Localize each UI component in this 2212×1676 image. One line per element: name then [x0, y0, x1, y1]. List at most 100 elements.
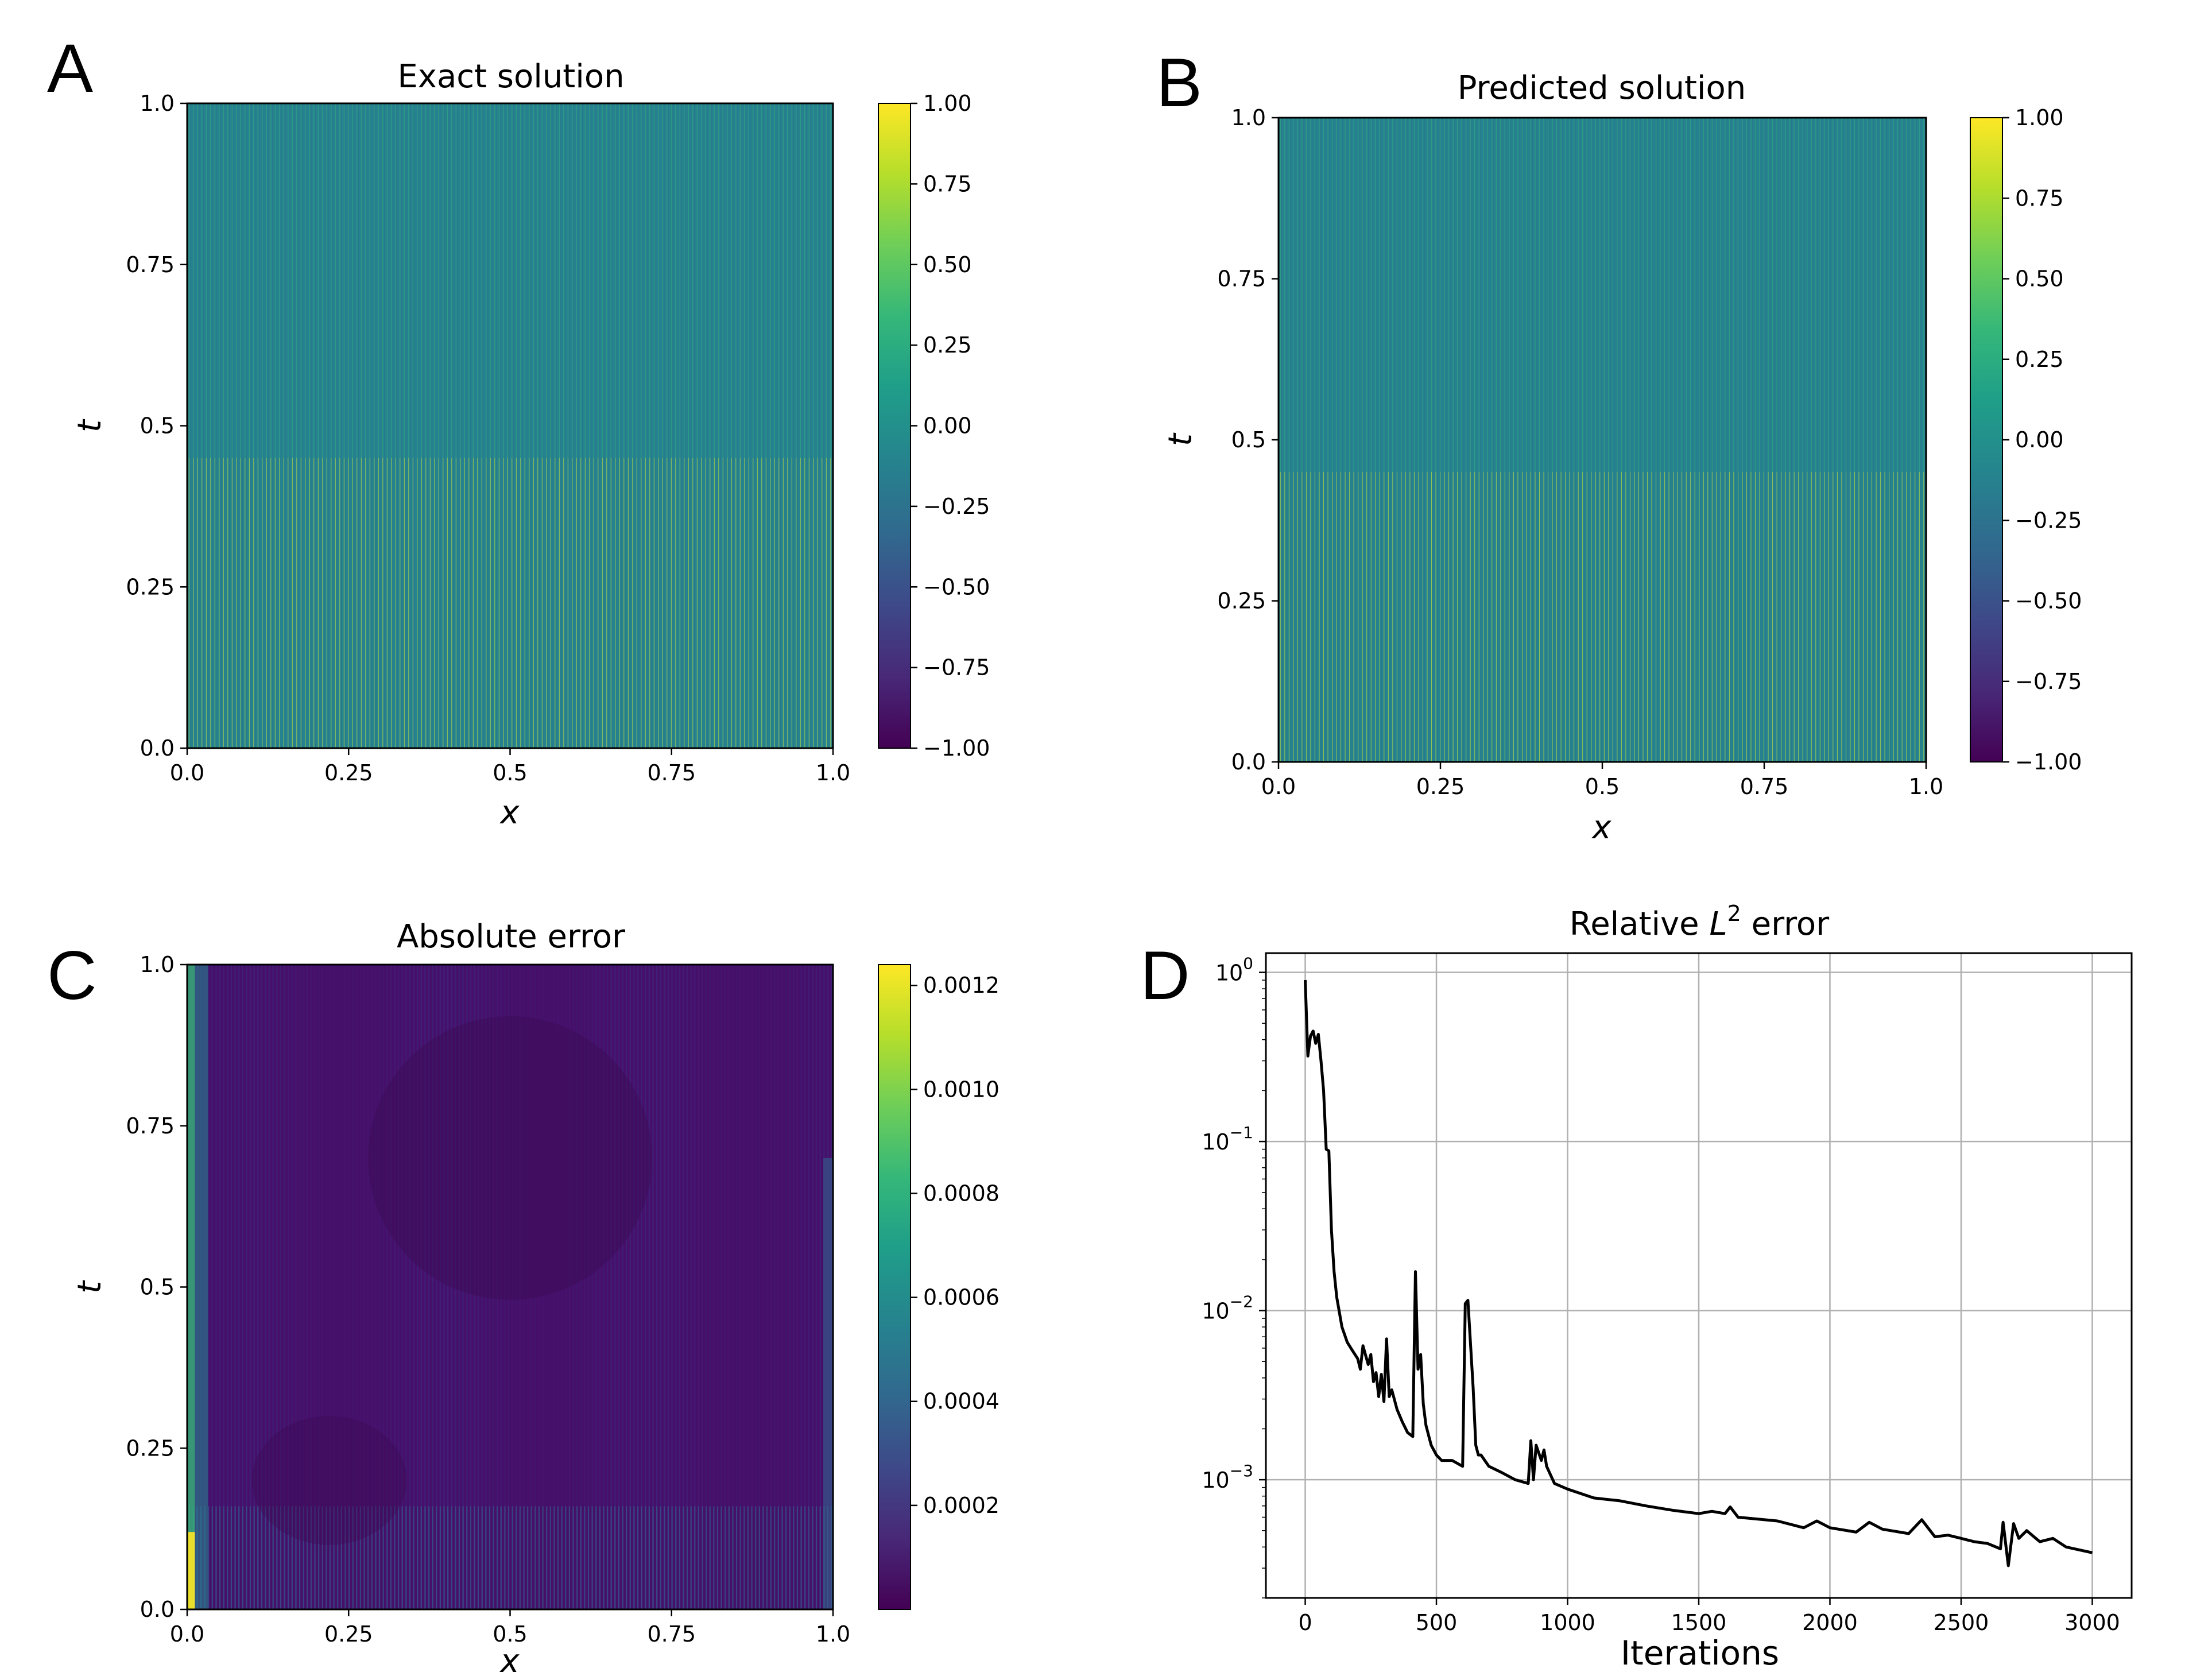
heatmap-stripe — [348, 965, 350, 1609]
panel-a-colorbar — [878, 103, 911, 749]
heatmap-stripe — [401, 103, 402, 748]
heatmap-stripe — [1834, 118, 1835, 762]
y-tick-label: 0.25 — [1217, 589, 1266, 614]
heatmap-stripe — [762, 965, 764, 1609]
heatmap-stripe — [679, 965, 680, 1609]
heatmap-stripe — [489, 965, 491, 1609]
heatmap-stripe — [397, 965, 400, 1609]
heatmap-stripe — [683, 965, 684, 1609]
heatmap-stripe — [408, 103, 409, 748]
heatmap-stripe — [382, 103, 383, 748]
heatmap-stripe — [781, 965, 783, 1609]
panel-a-axes: 0.0 0.25 0.5 0.75 1.0 0.0 0.25 0.5 0.75 1.0 — [126, 91, 850, 785]
heatmap-stripe-bright — [546, 458, 547, 748]
heatmap-stripe-bright — [541, 458, 543, 748]
heatmap-stripe-bright — [1496, 472, 1497, 762]
heatmap-stripe-bright — [766, 1506, 768, 1609]
heatmap-stripe — [606, 103, 607, 748]
heatmap-stripe — [337, 965, 339, 1609]
heatmap-stripe — [645, 103, 646, 748]
heatmap-stripe — [645, 965, 646, 1609]
heatmap-stripe-bright — [382, 1506, 384, 1609]
heatmap-stripe — [1601, 118, 1602, 762]
heatmap-stripe — [253, 103, 254, 748]
colorbar-tick-label: −0.75 — [2015, 669, 2082, 694]
heatmap-stripe-bright — [1863, 472, 1864, 762]
heatmap-stripe-bright — [762, 1506, 764, 1609]
y-tick-label: 0.0 — [1231, 749, 1266, 775]
heatmap-stripe — [1320, 118, 1322, 762]
heatmap-stripe — [443, 965, 445, 1609]
heatmap-stripe — [356, 965, 358, 1609]
heatmap-stripe — [365, 103, 366, 748]
y-tick-label: 1.0 — [1231, 105, 1266, 130]
heatmap-stripe — [299, 965, 301, 1609]
heatmap-stripe-bright — [709, 1506, 711, 1609]
heatmap-edge-bright — [195, 965, 208, 1609]
heatmap-stripe-bright — [197, 458, 198, 748]
heatmap-stripe — [660, 965, 661, 1609]
heatmap-stripe-bright — [1707, 472, 1709, 762]
heatmap-stripe — [432, 965, 433, 1609]
heatmap-stripe — [284, 965, 285, 1609]
heatmap-stripe — [451, 965, 452, 1609]
heatmap-stripe — [386, 103, 388, 748]
heatmap-stripe-bright — [614, 1506, 616, 1609]
heatmap-stripe — [490, 103, 491, 748]
heatmap-stripe-bright — [622, 1506, 623, 1609]
heatmap-stripe — [234, 965, 236, 1609]
heatmap-stripe — [391, 103, 392, 748]
heatmap-stripe — [1532, 118, 1533, 762]
heatmap-stripe — [516, 965, 517, 1609]
heatmap-stripe — [789, 965, 791, 1609]
heatmap-stripe — [436, 965, 437, 1609]
heatmap-stripe — [787, 103, 788, 748]
heatmap-stripe — [618, 965, 620, 1609]
heatmap-stripe — [556, 103, 557, 748]
heatmap-stripe — [427, 103, 428, 748]
heatmap-stripe — [1435, 118, 1436, 762]
heatmap-stripe — [603, 103, 605, 748]
heatmap-stripe — [1582, 118, 1583, 762]
heatmap-stripe-bright — [272, 1506, 274, 1609]
heatmap-stripe-bright — [253, 458, 254, 748]
heatmap-stripe-bright — [664, 1506, 665, 1609]
heatmap-stripe-bright — [606, 458, 607, 748]
heatmap-stripe — [1428, 118, 1430, 762]
heatmap-stripe-bright — [705, 1506, 707, 1609]
heatmap-stripe-bright — [500, 1506, 502, 1609]
heatmap-stripe-bright — [584, 458, 586, 748]
heatmap-stripe — [1536, 118, 1537, 762]
heatmap-stripe — [1877, 118, 1878, 762]
heatmap-stripe-bright — [800, 458, 801, 748]
heatmap-stripe — [246, 965, 247, 1609]
heatmap-stripe-bright — [516, 458, 517, 748]
heatmap-stripe-bright — [408, 458, 409, 748]
heatmap-stripe — [1862, 118, 1864, 762]
heatmap-stripe — [1409, 118, 1411, 762]
heatmap-stripe-bright — [629, 1506, 631, 1609]
heatmap-stripe-bright — [363, 1506, 365, 1609]
heatmap-region — [251, 1416, 407, 1545]
heatmap-stripe-bright — [667, 1506, 669, 1609]
heatmap-stripe — [595, 965, 597, 1609]
heatmap-stripe — [464, 103, 465, 748]
heatmap-stripe-bright — [812, 1506, 813, 1609]
heatmap-stripe — [800, 965, 802, 1609]
heatmap-stripe — [1752, 118, 1753, 762]
heatmap-stripe-bright — [519, 1506, 521, 1609]
heatmap-stripe — [563, 103, 564, 748]
heatmap-stripe — [404, 103, 405, 748]
heatmap-stripe-bright — [830, 458, 831, 748]
heatmap-stripe — [1407, 118, 1408, 762]
heatmap-stripe — [288, 965, 289, 1609]
heatmap-stripe-bright — [472, 458, 474, 748]
heatmap-stripe-bright — [743, 1506, 745, 1609]
heatmap-stripe-bright — [787, 458, 788, 748]
heatmap-stripe — [384, 103, 385, 748]
heatmap-stripe-bright — [246, 1506, 247, 1609]
panel-d-title-symbol: L — [1709, 905, 1727, 943]
heatmap-stripe-bright — [1427, 472, 1428, 762]
y-tick-label: 0.5 — [140, 1275, 175, 1300]
heatmap-stripe — [533, 103, 534, 748]
